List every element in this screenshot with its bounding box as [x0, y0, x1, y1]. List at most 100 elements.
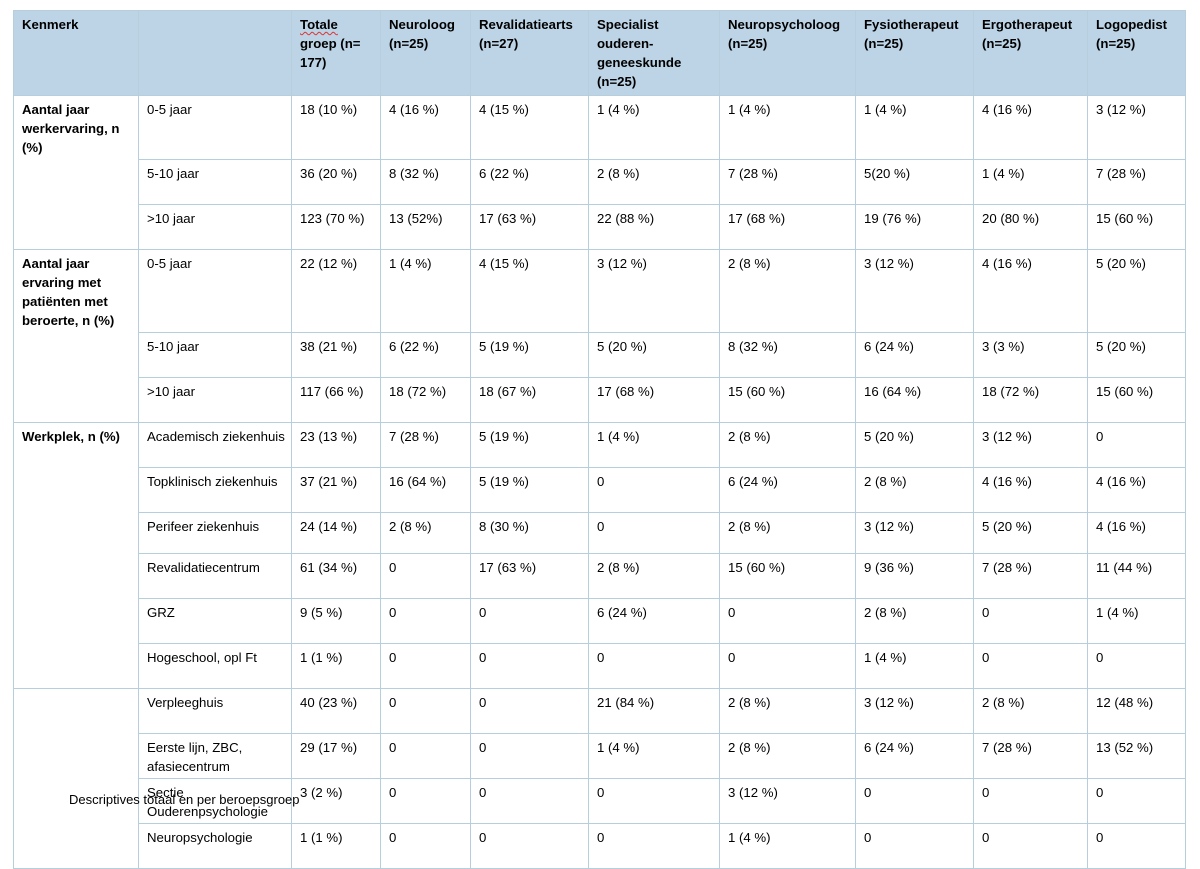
value-cell: 17 (68 %): [719, 204, 856, 250]
value-cell: 0: [973, 778, 1088, 824]
value-cell: 15 (60 %): [719, 553, 856, 599]
value-cell: 37 (21 %): [291, 467, 381, 513]
value-cell: 5 (20 %): [973, 512, 1088, 554]
kenmerk-cell: [13, 332, 139, 378]
value-cell: 3 (12 %): [1087, 95, 1186, 160]
category-cell: 5-10 jaar: [138, 332, 292, 378]
category-cell: Neuropsychologie: [138, 823, 292, 869]
category-cell: Topklinisch ziekenhuis: [138, 467, 292, 513]
kenmerk-cell: [13, 467, 139, 513]
value-cell: 0: [380, 733, 471, 779]
kenmerk-cell: [13, 733, 139, 779]
value-cell: 3 (12 %): [719, 778, 856, 824]
value-cell: 4 (15 %): [470, 249, 589, 333]
value-cell: 4 (16 %): [1087, 467, 1186, 513]
value-cell: 6 (24 %): [855, 332, 974, 378]
value-cell: 2 (8 %): [855, 467, 974, 513]
kenmerk-cell: [13, 377, 139, 423]
value-cell: 2 (8 %): [719, 733, 856, 779]
category-cell: >10 jaar: [138, 204, 292, 250]
table-row: Verpleeghuis 40 (23 %) 0 0 21 (84 %) 2 (8 %) 3…: [13, 688, 1186, 734]
kenmerk-cell: Aantal jaar ervaring met patiënten met b…: [13, 249, 139, 333]
value-cell: 6 (22 %): [380, 332, 471, 378]
value-cell: 1 (4 %): [588, 95, 720, 160]
value-cell: 18 (72 %): [973, 377, 1088, 423]
value-cell: 1 (1 %): [291, 643, 381, 689]
kenmerk-cell: [13, 512, 139, 554]
column-header: Revalidatiearts (n=27): [470, 10, 589, 96]
value-cell: 2 (8 %): [855, 598, 974, 644]
table-caption: Descriptives totaal en per beroepsgroep: [69, 792, 300, 807]
value-cell: 117 (66 %): [291, 377, 381, 423]
value-cell: 1 (4 %): [973, 159, 1088, 205]
value-cell: 2 (8 %): [588, 553, 720, 599]
value-cell: 123 (70 %): [291, 204, 381, 250]
category-cell: Verpleeghuis: [138, 688, 292, 734]
kenmerk-cell: [13, 598, 139, 644]
value-cell: 17 (68 %): [588, 377, 720, 423]
value-cell: 2 (8 %): [719, 688, 856, 734]
value-cell: 0: [380, 688, 471, 734]
value-cell: 15 (60 %): [1087, 377, 1186, 423]
value-cell: 4 (16 %): [1087, 512, 1186, 554]
table-row: Aantal jaar ervaring met patiënten met b…: [13, 249, 1186, 333]
value-cell: 24 (14 %): [291, 512, 381, 554]
spellcheck-word: Totale: [300, 17, 338, 32]
value-cell: 13 (52%): [380, 204, 471, 250]
value-cell: 1 (4 %): [588, 422, 720, 468]
value-cell: 0: [1087, 643, 1186, 689]
value-cell: 6 (22 %): [470, 159, 589, 205]
table-row: Revalidatiecentrum 61 (34 %) 0 17 (63 %) 2 (…: [13, 553, 1186, 599]
category-cell: Perifeer ziekenhuis: [138, 512, 292, 554]
value-cell: 0: [588, 823, 720, 869]
value-cell: 2 (8 %): [380, 512, 471, 554]
category-cell: 0-5 jaar: [138, 95, 292, 160]
value-cell: 2 (8 %): [719, 249, 856, 333]
value-cell: 0: [588, 643, 720, 689]
value-cell: 5(20 %): [855, 159, 974, 205]
value-cell: 7 (28 %): [973, 553, 1088, 599]
table-row: 5-10 jaar 38 (21 %) 6 (22 %) 5 (19 %) 5 (20 …: [13, 332, 1186, 378]
table-row: 5-10 jaar 36 (20 %) 8 (32 %) 6 (22 %) 2 (8 %…: [13, 159, 1186, 205]
value-cell: 4 (16 %): [973, 467, 1088, 513]
value-cell: 19 (76 %): [855, 204, 974, 250]
table-header: Kenmerk Totale groep (n= 177) Neuroloog (n…: [13, 10, 1186, 96]
value-cell: 36 (20 %): [291, 159, 381, 205]
value-cell: 0: [470, 823, 589, 869]
value-cell: 6 (24 %): [588, 598, 720, 644]
value-cell: 3 (12 %): [855, 249, 974, 333]
table-body: Aantal jaar werkervaring, n (%) 0-5 jaar 1…: [13, 95, 1186, 869]
value-cell: 16 (64 %): [855, 377, 974, 423]
value-cell: 40 (23 %): [291, 688, 381, 734]
value-cell: 8 (32 %): [380, 159, 471, 205]
value-cell: 18 (72 %): [380, 377, 471, 423]
value-cell: 0: [719, 598, 856, 644]
table-row: Topklinisch ziekenhuis 37 (21 %) 16 (64 %)…: [13, 467, 1186, 513]
value-cell: 3 (3 %): [973, 332, 1088, 378]
kenmerk-cell: [13, 643, 139, 689]
value-cell: 13 (52 %): [1087, 733, 1186, 779]
value-cell: 0: [470, 643, 589, 689]
value-cell: 3 (2 %): [291, 778, 381, 824]
value-cell: 0: [1087, 422, 1186, 468]
category-cell: >10 jaar: [138, 377, 292, 423]
category-cell: GRZ: [138, 598, 292, 644]
category-cell: Eerste lijn, ZBC, afasiecentrum: [138, 733, 292, 779]
kenmerk-cell: [13, 159, 139, 205]
category-cell: Revalidatiecentrum: [138, 553, 292, 599]
table-row: >10 jaar 123 (70 %) 13 (52%) 17 (63 %) 22 (8…: [13, 204, 1186, 250]
column-header: [138, 10, 292, 96]
value-cell: 0: [588, 467, 720, 513]
value-cell: 12 (48 %): [1087, 688, 1186, 734]
value-cell: 0: [380, 553, 471, 599]
value-cell: 0: [470, 598, 589, 644]
value-cell: 0: [470, 688, 589, 734]
value-cell: 8 (32 %): [719, 332, 856, 378]
value-cell: 61 (34 %): [291, 553, 381, 599]
table-row: >10 jaar 117 (66 %) 18 (72 %) 18 (67 %) 17 (…: [13, 377, 1186, 423]
category-cell: Academisch ziekenhuis: [138, 422, 292, 468]
value-cell: 3 (12 %): [588, 249, 720, 333]
category-cell: 0-5 jaar: [138, 249, 292, 333]
column-header: Specialist ouderen-geneeskunde (n=25): [588, 10, 720, 96]
value-cell: 11 (44 %): [1087, 553, 1186, 599]
